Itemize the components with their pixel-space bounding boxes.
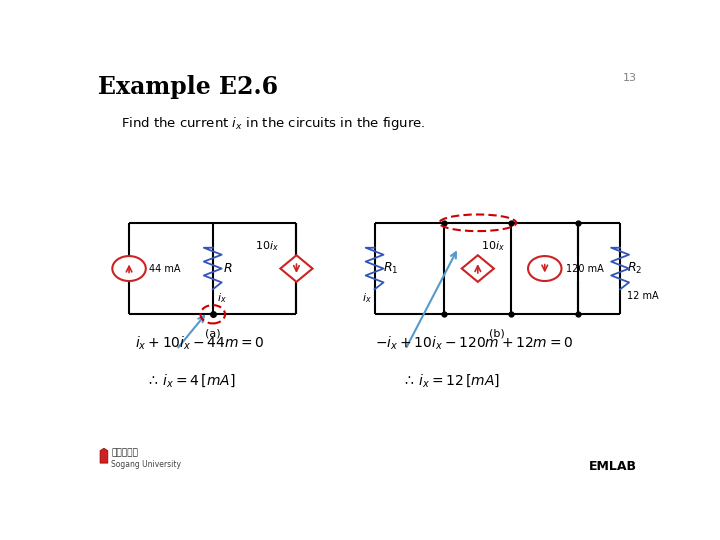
Text: $R$: $R$ (222, 262, 233, 275)
Text: $10i_x$: $10i_x$ (255, 239, 279, 253)
Text: $\therefore\, i_x = 12\,[mA]$: $\therefore\, i_x = 12\,[mA]$ (402, 373, 500, 389)
Text: $R_2$: $R_2$ (627, 261, 642, 276)
Text: $\therefore\, i_x = 4\,[mA]$: $\therefore\, i_x = 4\,[mA]$ (145, 373, 235, 389)
Polygon shape (462, 255, 494, 282)
Polygon shape (100, 448, 108, 463)
Circle shape (528, 256, 562, 281)
Circle shape (112, 256, 145, 281)
Text: 120 mA: 120 mA (566, 264, 604, 274)
Text: Find the current $i_x$ in the circuits in the figure.: Find the current $i_x$ in the circuits i… (121, 114, 426, 132)
Text: 서강대학교: 서강대학교 (111, 449, 138, 458)
Text: 12 mA: 12 mA (627, 292, 658, 301)
Text: $i_x$: $i_x$ (362, 292, 372, 305)
Text: $R_1$: $R_1$ (383, 261, 398, 276)
Text: (a): (a) (205, 329, 220, 339)
Text: Sogang University: Sogang University (111, 460, 181, 469)
Text: 44 mA: 44 mA (148, 264, 180, 274)
Polygon shape (280, 255, 312, 282)
Text: EMLAB: EMLAB (589, 460, 637, 473)
Text: (b): (b) (490, 329, 505, 339)
Text: $-i_x + 10i_x - 120m + 12m = 0$: $-i_x + 10i_x - 120m + 12m = 0$ (374, 335, 572, 352)
Text: $10i_x$: $10i_x$ (481, 239, 505, 253)
Text: $i_x$: $i_x$ (217, 292, 227, 305)
Text: Example E2.6: Example E2.6 (98, 75, 278, 99)
Text: 13: 13 (623, 73, 637, 83)
Text: $i_x + 10i_x - 44m = 0$: $i_x + 10i_x - 44m = 0$ (135, 335, 264, 352)
